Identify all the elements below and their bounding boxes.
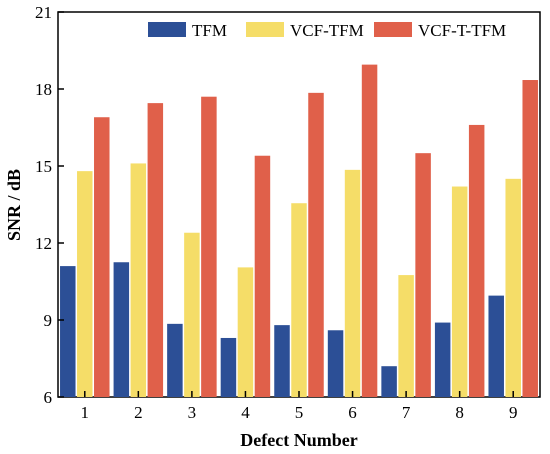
bar-vcf-tfm-2 [130,163,147,397]
x-axis-title: Defect Number [240,430,357,450]
x-axis: 1 2 3 4 5 6 7 8 9 [81,391,518,422]
x-tick-label: 4 [241,403,250,422]
bar-tfm-9 [488,295,504,397]
legend-label-vcf-tfm: VCF-TFM [290,21,364,40]
bar-vcf-t-tfm-8 [468,124,485,398]
bar-vcf-tfm-9 [505,178,521,397]
y-axis-title: SNR / dB [4,169,24,241]
x-tick-label: 6 [348,403,357,422]
y-tick-label: 9 [44,311,53,330]
bar-vcf-tfm-1 [77,171,93,397]
legend-swatch-tfm [148,22,186,37]
bar-vcf-t-tfm-9 [522,80,538,398]
legend-label-tfm: TFM [192,21,227,40]
bar-vcf-t-tfm-4 [254,155,271,397]
y-tick-label: 6 [44,388,53,407]
bar-tfm-4 [220,337,237,397]
legend-swatch-vcf-t-tfm [374,22,412,37]
bar-vcf-tfm-4 [237,267,254,397]
bar-vcf-t-tfm-1 [94,117,110,397]
bar-vcf-tfm-5 [291,203,307,397]
y-axis: 6 9 12 15 18 21 [35,3,64,407]
bar-tfm-8 [434,322,451,397]
x-tick-label: 7 [402,403,411,422]
bar-tfm-6 [327,330,344,397]
x-tick-label: 1 [81,403,90,422]
x-tick-label: 8 [455,403,464,422]
legend-label-vcf-t-tfm: VCF-T-TFM [418,21,506,40]
y-tick-label: 12 [35,234,52,253]
x-tick-label: 5 [295,403,304,422]
bar-vcf-t-tfm-7 [415,153,431,397]
bar-tfm-3 [167,323,183,397]
bar-vcf-tfm-3 [184,232,200,397]
bar-tfm-7 [381,366,397,397]
bar-vcf-tfm-6 [344,169,361,397]
bar-tfm-1 [60,266,76,397]
bar-vcf-t-tfm-5 [308,92,324,397]
x-tick-label: 9 [509,403,518,422]
bar-tfm-2 [113,262,130,397]
x-tick-label: 2 [134,403,143,422]
bar-vcf-t-tfm-6 [361,64,378,398]
y-tick-label: 18 [35,80,52,99]
bar-tfm-5 [274,325,290,397]
bars-group [60,64,538,398]
bar-vcf-t-tfm-2 [147,103,164,398]
bar-vcf-t-tfm-3 [201,96,217,397]
legend-swatch-vcf-tfm [246,22,284,37]
bar-vcf-tfm-8 [451,186,468,397]
bar-vcf-tfm-7 [398,275,414,397]
legend: TFM VCF-TFM VCF-T-TFM [148,21,506,40]
y-tick-label: 21 [35,3,52,22]
x-tick-label: 3 [188,403,197,422]
y-tick-label: 15 [35,157,52,176]
